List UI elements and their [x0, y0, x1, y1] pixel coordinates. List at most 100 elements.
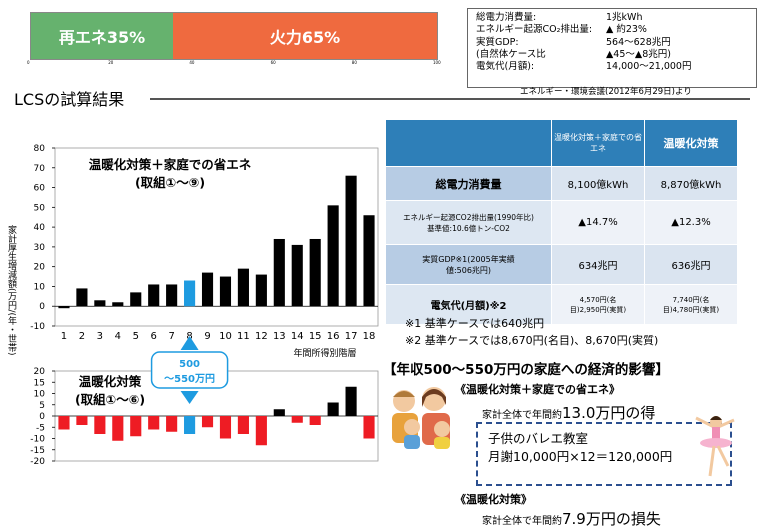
source-note: エネルギー・環境会議(2012年6月29日)より [520, 87, 692, 97]
bar [219, 416, 232, 439]
divider [150, 98, 750, 100]
x-axis-label: 年間所得別階層 [293, 347, 356, 359]
bar [94, 300, 106, 307]
bar [58, 416, 70, 430]
x-tick-label: 1 [61, 331, 67, 342]
y-tick-label: 70 [34, 164, 46, 174]
y-tick-label: 60 [34, 184, 46, 194]
table-cell: 7,740円(名目)4,780円(実質) [644, 284, 738, 325]
mix-tick-label: 20 [108, 60, 114, 65]
x-tick-label: 4 [115, 331, 121, 342]
bar [112, 416, 124, 441]
y-tick-label: 20 [34, 263, 46, 273]
x-tick-label: 14 [291, 331, 304, 342]
table-header-col1: 温暖化対策＋家庭での省エネ [551, 119, 645, 167]
callout-line1: 500 [179, 359, 200, 370]
y-tick-label: 10 [34, 282, 46, 292]
y-tick-label: 20 [34, 367, 46, 377]
bar [76, 416, 88, 425]
energy-mix-bar: 再エネ35% 火力65% [30, 12, 438, 60]
bar [255, 416, 267, 446]
bar [327, 205, 339, 307]
ballerina-illustration [695, 416, 735, 477]
y-tick-label: -15 [30, 446, 45, 456]
callout-line2: ～550万円 [164, 373, 215, 385]
loss-text: 家計全体で年間約7.9万円の損失 [482, 508, 661, 529]
x-tick-label: 6 [151, 331, 157, 342]
family-illustration [392, 387, 450, 449]
ballet-box: 子供のバレエ教室 月謝10,000円×12＝120,000円 [476, 422, 732, 486]
summary-row: 総電力消費量: 1兆kWh [476, 12, 748, 24]
summary-key: 総電力消費量: [476, 12, 537, 23]
summary-box: 総電力消費量: 1兆kWh エネルギー起源CO₂排出量: ▲ 約23% 実質GDP: 56… [467, 8, 757, 88]
summary-value: ▲45～▲8兆円) [606, 48, 671, 60]
table-row-label: 実質GDP※1(2005年実績値:506兆円) [385, 244, 552, 285]
mix-tick-label: 60 [270, 60, 276, 65]
bar [237, 416, 249, 434]
bar [201, 272, 214, 307]
table-cell: 634兆円 [551, 244, 645, 285]
y-tick-label: 80 [34, 144, 46, 154]
x-tick-label: 2 [79, 331, 85, 342]
summary-value: ▲ 約23% [606, 24, 647, 36]
bar [327, 402, 339, 416]
bar [184, 416, 196, 434]
arrow-down [180, 391, 199, 404]
bar [130, 416, 142, 437]
bar [58, 306, 70, 309]
loss-prefix: 家計全体で年間約 [482, 516, 562, 527]
bar [166, 416, 178, 432]
y-tick-label: -10 [30, 322, 45, 332]
bar [291, 416, 303, 423]
note-1: ※1 基準ケースでは640兆円 [405, 317, 545, 330]
chart-subtitle: (取組①～⑨) [135, 175, 205, 190]
table-cell: 8,870億kWh [644, 166, 738, 201]
table-cell: 636兆円 [644, 244, 738, 285]
x-tick-label: 12 [255, 331, 268, 342]
bar [219, 276, 232, 307]
chart-title: 温暖化対策＋家庭での省エネ [89, 157, 252, 172]
x-tick-label: 11 [237, 331, 250, 342]
case2-heading: 《温暖化対策》 [455, 493, 532, 506]
mix-tick-label: 0 [27, 60, 30, 65]
plot-frame [54, 147, 379, 327]
note-2: ※2 基準ケースでは8,670円(名目)、8,670円(実質) [405, 334, 659, 347]
bar [291, 244, 303, 307]
table-row-label: 電気代(月額)※2 [385, 284, 552, 325]
mix-tick-label: 40 [189, 60, 195, 65]
y-tick-label: 50 [34, 203, 46, 213]
y-tick-label: 15 [34, 378, 45, 388]
bar [130, 292, 142, 307]
bar [363, 416, 375, 439]
y-tick-label: 40 [34, 223, 46, 233]
table-cell: 4,570円(名目)2,950円(実質) [551, 284, 645, 325]
bar [363, 215, 375, 307]
section-title: LCSの試算結果 [14, 90, 125, 109]
bar [309, 416, 321, 425]
x-tick-label: 5 [133, 331, 139, 342]
econ-title: 【年収500～550万円の家庭への経済的影響】 [383, 362, 669, 378]
y-tick-label: -5 [36, 423, 45, 433]
summary-key: エネルギー起源CO₂排出量: [476, 24, 593, 36]
summary-value: 1兆kWh [606, 12, 643, 23]
thermal-segment: 火力65% [173, 13, 437, 59]
bar [201, 416, 214, 428]
saving-text: 家計全体で年間約13.0万円の得 [482, 402, 655, 423]
y-tick-label: 0 [39, 302, 45, 312]
summary-value: 564～628兆円 [606, 36, 671, 48]
renewable-segment: 再エネ35% [31, 13, 174, 59]
y-axis-label: 家計厚生増減額(万円/(年・世帯) [6, 225, 16, 356]
y-tick-label: 30 [34, 243, 46, 253]
table-notes: ※1 基準ケースでは640兆円 ※2 基準ケースでは8,670円(名目)、8,6… [405, 315, 658, 349]
y-tick-label: -10 [30, 435, 45, 445]
case1-heading: 《温暖化対策＋家庭での省エネ》 [455, 383, 620, 396]
bar [273, 409, 285, 416]
table-row-label: エネルギー起源CO2排出量(1990年比)基準値:10.6億トン-CO2 [385, 200, 552, 245]
table-header-col2: 温暖化対策 [644, 119, 738, 167]
ballet-title: 子供のバレエ教室 [488, 431, 589, 446]
summary-row: (自然体ケース比 ▲45～▲8兆円) [476, 49, 748, 61]
energy-mix-axis: 0 20 40 60 80 100 [27, 60, 441, 70]
results-table: 温暖化対策＋家庭での省エネ 温暖化対策 総電力消費量 8,100億kWh 8,8… [385, 119, 738, 325]
x-tick-label: 13 [273, 331, 286, 342]
x-tick-label: 16 [327, 331, 340, 342]
